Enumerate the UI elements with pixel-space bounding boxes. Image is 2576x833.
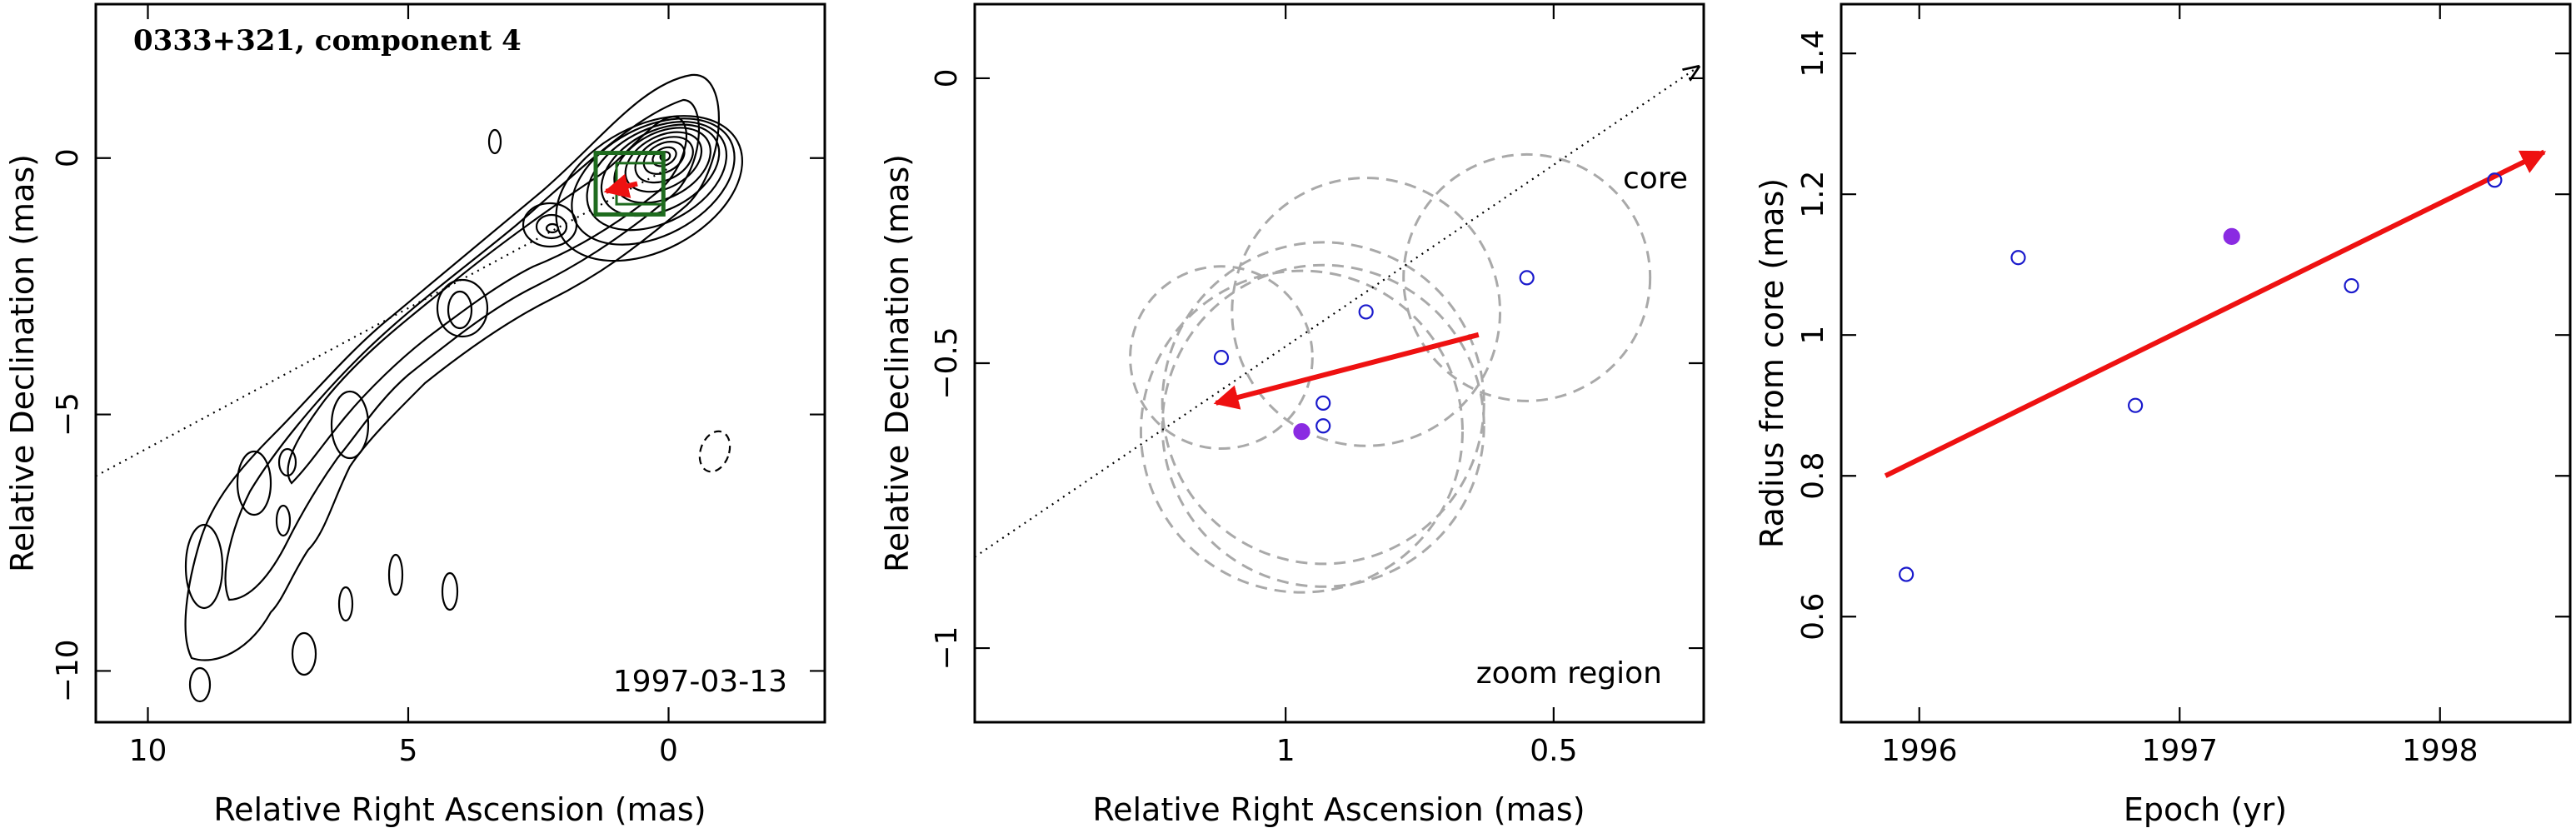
outer-jet-contour [184, 73, 720, 661]
model-component-circle [1161, 241, 1485, 566]
middle-open-point [1315, 395, 1331, 411]
isolated-contour [275, 504, 292, 537]
isolated-contour [291, 631, 317, 676]
knot-contour [522, 202, 578, 248]
left-contour-map [96, 73, 743, 703]
right-x-tick-label: 1996 [1881, 734, 1958, 768]
right-open-point [1899, 566, 1915, 582]
left-motion-arrow [603, 173, 638, 198]
knot-contour [545, 222, 560, 234]
right-plot-area [1884, 149, 2547, 582]
left-x-axis-label: Relative Right Ascension (mas) [213, 791, 706, 828]
right-y-tick-label: 1.4 [1796, 30, 1830, 77]
right-open-point [2487, 172, 2503, 188]
left-plot-frame [94, 2, 826, 724]
left-axis-ticks: 10 5 0 0 −5 −10 [51, 4, 825, 768]
model-component-circle [1139, 269, 1464, 594]
jet-contour-3 [287, 115, 687, 485]
left-x-tick-label: 0 [659, 734, 678, 768]
middle-motion-arrow [1213, 332, 1480, 410]
right-panel: 1996 1997 1998 0.6 0.8 1 1.2 1.4 Epoch (yr) Rad… [1754, 2, 2572, 828]
isolated-contour [441, 571, 459, 611]
left-y-tick-label: −10 [51, 639, 85, 702]
right-y-tick-label: 1.2 [1796, 171, 1830, 218]
right-points [1899, 172, 2503, 582]
isolated-contour [188, 666, 212, 703]
middle-filled-point [1293, 422, 1310, 441]
left-title: 0333+321, component 4 [133, 24, 522, 57]
model-circles [1129, 152, 1652, 594]
middle-axis-ticks: 1 0.5 0 −0.5 −1 [930, 4, 1704, 768]
right-open-point [2344, 277, 2359, 294]
left-jet-axis-line [96, 167, 670, 477]
left-panel: 10 5 0 0 −5 −10 0333+321, component 4 1997-03… [4, 2, 826, 828]
knot-contour [236, 450, 272, 516]
left-x-tick-label: 5 [399, 734, 418, 768]
knot-contour [184, 523, 224, 610]
middle-y-tick-label: −1 [930, 626, 964, 671]
model-component-circle [1402, 152, 1652, 402]
left-y-tick-label: −5 [51, 392, 85, 436]
left-x-tick-label: 10 [129, 734, 167, 768]
right-open-point [2010, 250, 2026, 266]
right-plot-frame [1840, 2, 2572, 724]
middle-open-point [1213, 350, 1230, 366]
model-component-circle [1161, 263, 1485, 588]
zoom-region-annotation: zoom region [1476, 656, 1662, 691]
left-y-tick-label: 0 [51, 148, 85, 167]
trend-arrow [1884, 149, 2547, 478]
middle-y-axis-label: Relative Declination (mas) [879, 154, 916, 572]
knot-contour [447, 290, 473, 330]
jet-contour-2 [224, 98, 700, 601]
middle-open-point [1315, 418, 1331, 434]
right-open-point [2128, 397, 2144, 413]
middle-y-tick-label: 0 [930, 68, 964, 87]
negative-contour [698, 430, 731, 473]
model-component-circle [1129, 265, 1314, 451]
middle-panel: 1 0.5 0 −0.5 −1 core zoom region Relative Ri… [879, 2, 1705, 828]
middle-y-tick-label: −0.5 [930, 327, 964, 399]
middle-open-point [1519, 270, 1535, 286]
knot-contour [330, 390, 370, 460]
knot-contour [436, 278, 489, 338]
knot-contour [535, 213, 568, 240]
left-y-axis-label: Relative Declination (mas) [4, 154, 41, 572]
knot-contour [277, 447, 297, 477]
left-epoch-label: 1997-03-13 [613, 665, 787, 699]
core-annotation: core [1623, 162, 1688, 196]
middle-open-point [1358, 304, 1374, 320]
middle-x-tick-label: 0.5 [1530, 734, 1577, 768]
isolated-contour [337, 586, 354, 622]
right-x-axis-label: Epoch (yr) [2124, 791, 2287, 828]
middle-plot-area [975, 67, 1699, 594]
right-y-tick-label: 1 [1796, 326, 1830, 345]
right-y-tick-label: 0.6 [1796, 593, 1830, 641]
right-axis-ticks: 1996 1997 1998 0.6 0.8 1 1.2 1.4 [1796, 4, 2570, 768]
isolated-contour [487, 128, 502, 155]
right-filled-point [2223, 227, 2240, 245]
isolated-contour [387, 553, 404, 596]
middle-points [1213, 270, 1535, 441]
right-y-tick-label: 0.8 [1796, 452, 1830, 500]
right-y-axis-label: Radius from core (mas) [1754, 178, 1790, 548]
middle-jet-axis-line [975, 67, 1699, 558]
right-x-tick-label: 1997 [2141, 734, 2218, 768]
middle-x-axis-label: Relative Right Ascension (mas) [1092, 791, 1585, 828]
right-x-tick-label: 1998 [2402, 734, 2479, 768]
middle-x-tick-label: 1 [1276, 734, 1295, 768]
middle-plot-frame [973, 2, 1705, 724]
